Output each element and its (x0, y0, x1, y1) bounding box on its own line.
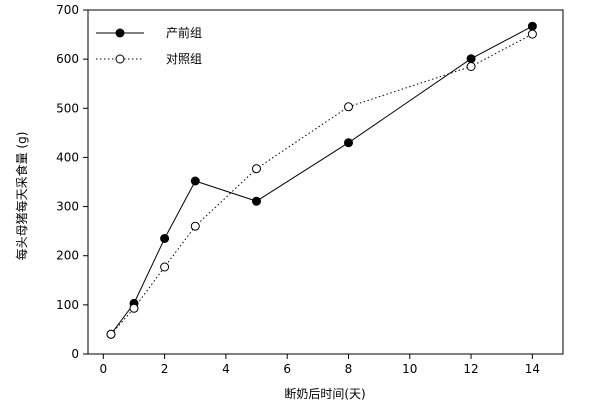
x-tick-label: 2 (161, 362, 169, 376)
x-axis-ticks: 0 2 4 6 8 10 12 14 (100, 354, 540, 376)
y-tick-label: 300 (56, 200, 79, 214)
data-point (106, 329, 116, 339)
legend-item: 对照组 (96, 52, 202, 66)
y-tick-label: 500 (56, 101, 79, 115)
x-tick-label: 4 (222, 362, 230, 376)
series-2 (106, 29, 537, 339)
x-tick-label: 14 (525, 362, 540, 376)
data-point (344, 102, 353, 112)
series-line (110, 25, 533, 335)
data-point (160, 262, 170, 272)
legend-label: 对照组 (166, 52, 202, 66)
plot-frame (87, 9, 564, 355)
data-point (527, 21, 537, 31)
x-tick-label: 8 (345, 362, 353, 376)
y-tick-label: 700 (56, 3, 79, 17)
y-tick-label: 600 (56, 52, 79, 66)
y-tick-label: 200 (56, 249, 79, 263)
y-axis-ticks: 0 100 200 300 400 500 600 700 (56, 3, 88, 361)
data-point (466, 62, 476, 71)
data-point (190, 221, 200, 231)
data-point (344, 138, 353, 148)
x-tick-label: 6 (283, 362, 291, 376)
data-point (466, 54, 476, 64)
data-point (252, 196, 261, 206)
legend-marker (115, 28, 125, 38)
data-point (190, 176, 200, 186)
x-axis-title: 断奶后时间(天) (284, 386, 365, 401)
x-tick-label: 12 (463, 362, 478, 376)
x-tick-label: 0 (100, 362, 108, 376)
legend-marker (115, 54, 125, 64)
legend-label: 产前组 (166, 25, 202, 40)
series-group (106, 21, 537, 339)
data-point (527, 29, 537, 39)
y-axis-title: 每头母猪每天采食量 (g) (14, 132, 29, 261)
y-tick-label: 0 (71, 347, 79, 361)
y-tick-label: 400 (56, 150, 79, 164)
data-point (252, 164, 261, 174)
y-tick-label: 100 (56, 298, 79, 312)
legend-item: 产前组 (96, 25, 202, 40)
data-point (129, 303, 139, 313)
axes (87, 9, 564, 355)
series-line (110, 33, 533, 335)
data-point (160, 234, 170, 243)
x-tick-label: 10 (402, 362, 417, 376)
